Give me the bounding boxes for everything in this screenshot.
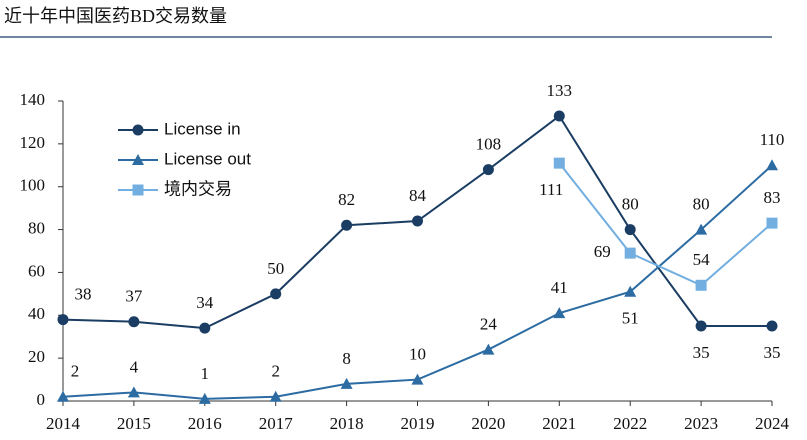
legend-marker (132, 154, 144, 165)
x-tick-label: 2020 (471, 414, 505, 433)
y-tick-label: 0 (37, 390, 46, 409)
data-point (766, 217, 778, 229)
legend-label: 境内交易 (164, 179, 232, 198)
data-point (128, 316, 140, 328)
data-label: 111 (539, 180, 563, 199)
data-label: 50 (267, 259, 284, 278)
data-point (57, 390, 69, 402)
y-tick-label: 120 (20, 133, 46, 152)
data-point (695, 320, 707, 332)
data-label: 34 (196, 293, 214, 312)
data-label: 51 (622, 309, 639, 328)
data-label: 84 (409, 186, 427, 205)
y-tick-label: 40 (28, 304, 45, 323)
data-point (624, 285, 637, 297)
data-point (766, 159, 778, 171)
data-label: 2 (271, 362, 280, 381)
data-label: 10 (409, 344, 426, 363)
data-point (482, 343, 495, 355)
data-label: 37 (125, 287, 143, 306)
data-label: 110 (760, 130, 785, 149)
data-label: 80 (693, 194, 710, 213)
data-point (199, 322, 211, 334)
data-point (624, 224, 636, 236)
x-tick-label: 2014 (46, 414, 81, 433)
x-tick-label: 2016 (188, 414, 222, 433)
data-label: 38 (75, 284, 92, 303)
data-point (57, 314, 69, 326)
data-point (411, 373, 424, 385)
data-point (695, 223, 708, 235)
chart-title: 近十年中国医药BD交易数量 (4, 6, 227, 26)
x-tick-label: 2017 (259, 414, 294, 433)
data-label: 133 (547, 81, 573, 100)
data-label: 108 (476, 134, 502, 153)
y-tick-label: 140 (20, 90, 46, 109)
y-tick-label: 80 (28, 218, 45, 237)
data-point (270, 288, 282, 300)
legend-label: License out (164, 149, 251, 168)
x-tick-label: 2022 (613, 414, 647, 433)
data-label: 41 (551, 278, 568, 297)
data-point (341, 219, 353, 231)
data-label: 4 (130, 357, 139, 376)
data-point (766, 320, 778, 332)
y-tick-label: 20 (28, 347, 45, 366)
x-tick-label: 2021 (542, 414, 576, 433)
data-point (553, 110, 565, 122)
x-tick-label: 2023 (684, 414, 718, 433)
data-label: 2 (71, 362, 80, 381)
series-line (558, 162, 773, 287)
data-point (198, 392, 211, 404)
data-label: 82 (338, 190, 355, 209)
x-tick-label: 2018 (330, 414, 364, 433)
x-tick-label: 2015 (117, 414, 151, 433)
x-tick-label: 2024 (755, 414, 790, 433)
data-point (482, 164, 494, 176)
data-label: 35 (764, 343, 781, 362)
legend-marker (132, 124, 144, 136)
data-point (553, 307, 566, 319)
data-point (340, 377, 353, 389)
legend-label: License in (164, 119, 241, 138)
data-point (624, 247, 636, 259)
legend-marker (132, 184, 144, 196)
data-point (127, 386, 140, 398)
y-tick-label: 100 (20, 176, 46, 195)
data-label: 80 (622, 194, 639, 213)
y-tick-label: 60 (28, 261, 45, 280)
data-point (412, 215, 423, 227)
data-label: 83 (764, 188, 781, 207)
data-label: 54 (693, 250, 711, 269)
data-point (553, 157, 565, 169)
data-point (269, 390, 282, 402)
data-label: 1 (201, 364, 210, 383)
x-tick-label: 2019 (401, 414, 435, 433)
data-point (695, 279, 707, 291)
data-label: 24 (480, 314, 498, 333)
data-label: 69 (594, 242, 611, 261)
data-label: 35 (693, 343, 710, 362)
data-label: 8 (342, 349, 351, 368)
